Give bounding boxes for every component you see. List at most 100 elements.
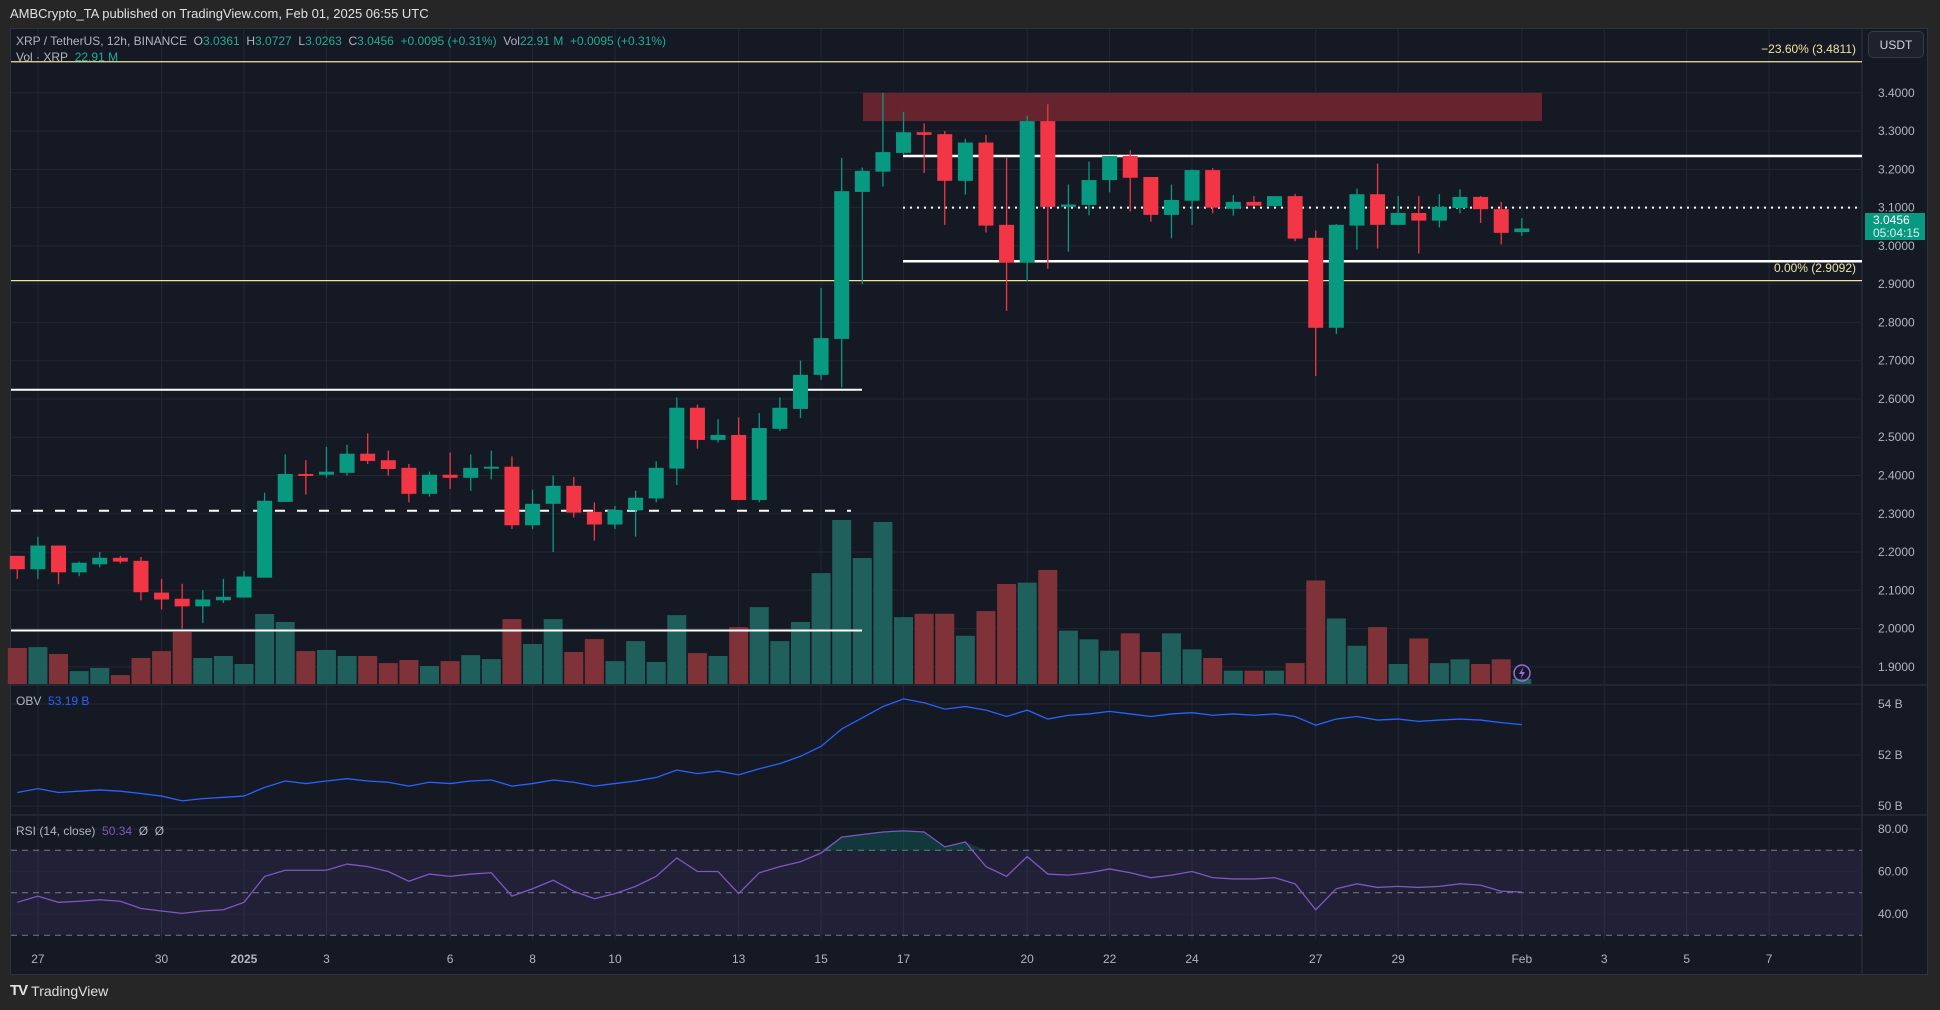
volume-series-label[interactable]: Vol · XRP — [16, 50, 69, 64]
volume-bar — [399, 660, 419, 684]
volume-bar — [1429, 663, 1449, 684]
currency-button[interactable]: USDT — [1868, 31, 1924, 58]
candle-body — [875, 152, 891, 172]
volume-bar — [955, 635, 975, 684]
candle-body — [133, 560, 149, 593]
volume-bar — [1450, 659, 1470, 684]
obv-tick-label: 54 B — [1878, 697, 1903, 711]
volume-bar — [1265, 670, 1285, 684]
price-tick-label: 3.1000 — [1878, 201, 1915, 215]
candle-body — [628, 497, 644, 511]
volume-bar — [440, 661, 460, 684]
volume-bar — [213, 656, 233, 684]
time-tick-label: 30 — [155, 952, 169, 966]
candle-body — [463, 467, 479, 478]
volume-bar — [378, 663, 398, 684]
candle-body — [1060, 204, 1076, 207]
candle-body — [1349, 194, 1365, 226]
candle-body — [1473, 196, 1489, 210]
resistance-zone — [863, 92, 1542, 122]
candle-body — [1370, 194, 1386, 225]
tradingview-footer[interactable]: TV TradingView — [10, 982, 108, 999]
candle-body — [9, 555, 25, 570]
candle-body — [1102, 155, 1118, 181]
volume-bar — [49, 654, 69, 684]
candle-body — [1493, 209, 1509, 233]
candle-body — [1246, 201, 1262, 206]
time-tick-label: 29 — [1391, 952, 1405, 966]
lightning-icon — [1513, 664, 1531, 682]
price-tick-label: 2.0000 — [1878, 622, 1915, 636]
candle-body — [195, 599, 211, 607]
volume-bar — [1182, 649, 1202, 684]
candle-body — [30, 545, 46, 570]
volume-bar — [605, 661, 625, 684]
last-price: 3.0456 — [1873, 213, 1910, 227]
candle-body — [92, 557, 108, 565]
candle-body — [731, 434, 747, 500]
volume-bar — [358, 656, 378, 684]
candle-body — [1452, 196, 1468, 208]
volume-bar — [337, 656, 357, 684]
price-tick-label: 2.8000 — [1878, 315, 1915, 329]
time-tick-label: 15 — [814, 952, 828, 966]
price-tick-label: 2.7000 — [1878, 354, 1915, 368]
time-tick-label: 3 — [1601, 952, 1608, 966]
candle-body — [298, 473, 314, 476]
candle-body — [236, 576, 252, 598]
obv-legend[interactable]: OBV 53.19 B — [16, 694, 89, 708]
candle-body — [1267, 196, 1283, 207]
candle-body — [1163, 199, 1179, 215]
volume-bar — [110, 675, 130, 684]
volume-bar — [1326, 618, 1346, 684]
rsi-legend[interactable]: RSI (14, close) 50.34 Ø Ø — [16, 824, 164, 838]
candle-body — [277, 473, 293, 502]
candle-body — [792, 374, 808, 409]
candle-body — [360, 453, 376, 461]
volume-bar — [152, 651, 172, 684]
volume-bar — [770, 641, 790, 684]
candle-body — [51, 545, 67, 573]
price-tick-label: 3.3000 — [1878, 124, 1915, 138]
high-label: H — [246, 34, 256, 48]
volume-bar — [1388, 664, 1408, 684]
last-price-tag: 3.0456 05:04:15 — [1865, 213, 1925, 240]
rsi-tick-label: 60.00 — [1878, 865, 1908, 879]
rsi-extra-1: Ø — [138, 824, 149, 838]
volume-bar — [749, 607, 769, 684]
rsi-tick-label: 80.00 — [1878, 822, 1908, 836]
chart-panel[interactable] — [10, 28, 1928, 975]
volume-bar — [7, 648, 27, 684]
volume-bar — [28, 647, 48, 684]
price-tick-label: 3.2000 — [1878, 162, 1915, 176]
candle-body — [772, 407, 788, 429]
volume-bar — [1368, 627, 1388, 684]
volume-bar — [172, 632, 192, 684]
candle-body — [669, 407, 685, 469]
volume-bar — [1038, 570, 1058, 684]
time-tick-label: 7 — [1766, 952, 1773, 966]
volume-bar — [69, 671, 89, 684]
volume-bar — [1306, 580, 1326, 684]
candle-body — [1184, 170, 1200, 201]
volume-bar — [461, 655, 481, 684]
volume-bar — [543, 619, 563, 684]
volume-bar — [1100, 650, 1120, 684]
price-tick-label: 2.6000 — [1878, 392, 1915, 406]
time-tick-label: 5 — [1683, 952, 1690, 966]
volume-bar — [687, 653, 707, 684]
time-tick-label: 17 — [897, 952, 911, 966]
candle-body — [215, 596, 231, 601]
symbol-name[interactable]: XRP / TetherUS, 12h, BINANCE — [16, 34, 187, 48]
candle-body — [483, 466, 499, 469]
candle-body — [154, 592, 170, 600]
volume-bar — [1017, 582, 1037, 684]
candle-body — [937, 134, 953, 181]
volume-bar — [914, 613, 934, 684]
time-tick-label: Feb — [1511, 952, 1532, 966]
volume-bar — [997, 584, 1017, 684]
candle-body — [978, 142, 994, 226]
candle-body — [257, 500, 273, 578]
price-tick-label: 1.9000 — [1878, 660, 1915, 674]
